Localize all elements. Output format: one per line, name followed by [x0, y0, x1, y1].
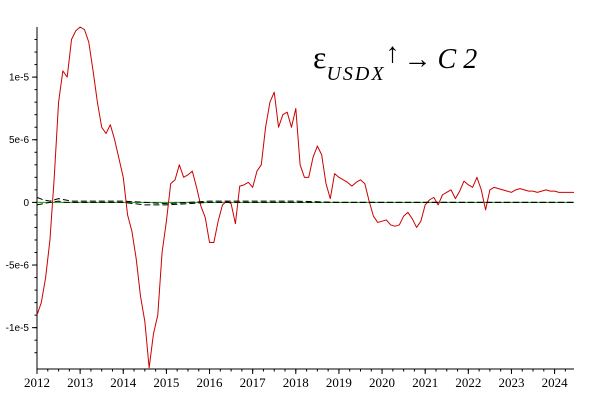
x-tick-label: 2017 [240, 375, 267, 390]
x-tick-label: 2015 [153, 375, 179, 390]
title-epsilon: ε [313, 39, 326, 75]
y-tick-label: -5e-6 [6, 261, 30, 272]
title-arrow-right: → [404, 44, 432, 75]
x-tick-label: 2022 [455, 375, 481, 390]
series-group [36, 26, 574, 369]
series-line-response [36, 26, 574, 369]
y-tick-label: 5e-6 [9, 135, 29, 146]
y-tick-label: 1e-5 [9, 73, 29, 84]
axes-group [36, 27, 574, 370]
ticks-group: 1e-5 5e-6 0 -5e-6 -1e-5 2012 2013 2014 2015 2016 2… [6, 39, 569, 390]
x-tick-label: 2014 [110, 375, 137, 390]
x-tick-label: 2021 [412, 375, 438, 390]
x-tick-label: 2013 [67, 375, 93, 390]
x-tick-label: 2012 [24, 375, 50, 390]
x-tick-label: 2019 [326, 375, 352, 390]
title-target: C 2 [438, 44, 478, 75]
x-tick-label: 2020 [369, 375, 395, 390]
series-line-band-upper [36, 196, 574, 205]
series-line-band-lower [36, 200, 574, 206]
title-arrow-up: ↑ [386, 38, 400, 69]
chart-title: εUSDX↑ → C 2 [313, 38, 477, 85]
title-subscript: USDX [326, 63, 385, 85]
x-tick-label: 2016 [197, 375, 224, 390]
x-tick-label: 2024 [542, 375, 569, 390]
y-tick-label: -1e-5 [6, 323, 30, 334]
x-tick-label: 2018 [283, 375, 309, 390]
x-tick-label: 2023 [498, 375, 524, 390]
y-tick-label: 0 [23, 198, 29, 209]
